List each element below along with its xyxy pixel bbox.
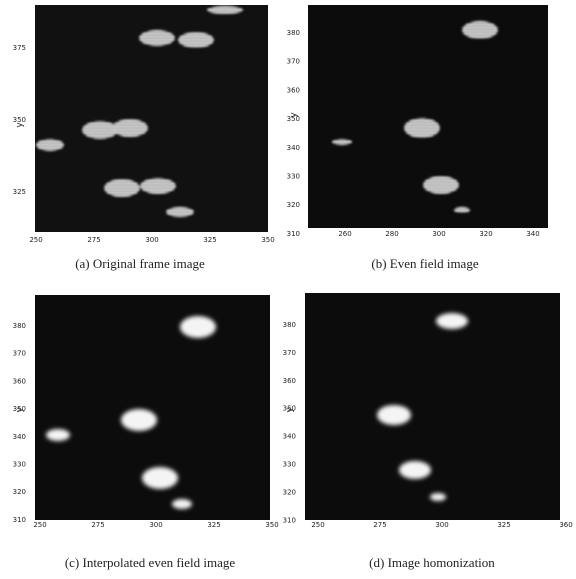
x-tick-label: 340 bbox=[526, 230, 539, 238]
image-d bbox=[305, 293, 560, 520]
y-tick-label: 375 bbox=[13, 44, 26, 52]
blobs-b bbox=[332, 21, 498, 213]
x-tick-label: 275 bbox=[373, 521, 386, 529]
y-tick-label: 380 bbox=[287, 29, 300, 37]
y-tick-label: 340 bbox=[287, 144, 300, 152]
y-tick-label: 360 bbox=[287, 86, 300, 94]
y-tick-label: 350 bbox=[13, 116, 26, 124]
y-tick-label: 360 bbox=[13, 377, 26, 385]
y-axis-label: y bbox=[15, 122, 25, 128]
x-tick-label: 360 bbox=[559, 521, 572, 529]
x-tick-label: 300 bbox=[432, 230, 445, 238]
x-tick-label: 300 bbox=[145, 236, 158, 244]
x-tick-label: 280 bbox=[385, 230, 398, 238]
y-tick-label: 310 bbox=[13, 516, 26, 524]
y-tick-label: 320 bbox=[283, 488, 296, 496]
caption: (a) Original frame image bbox=[75, 256, 205, 271]
y-tick-label: 330 bbox=[287, 173, 300, 181]
y-tick-label: 320 bbox=[287, 201, 300, 209]
caption: (d) Image homonization bbox=[369, 555, 495, 570]
x-tick-label: 320 bbox=[479, 230, 492, 238]
blobs-c bbox=[46, 316, 216, 509]
y-axis-label: y bbox=[289, 112, 299, 118]
y-tick-label: 370 bbox=[287, 58, 300, 66]
y-tick-label: 360 bbox=[283, 377, 296, 385]
y-axis-label: y bbox=[15, 407, 25, 413]
x-tick-label: 250 bbox=[33, 521, 46, 529]
y-tick-label: 330 bbox=[13, 461, 26, 469]
x-tick-label: 325 bbox=[207, 521, 220, 529]
x-tick-label: 250 bbox=[311, 521, 324, 529]
blobs-d bbox=[377, 313, 468, 501]
y-tick-label: 350 bbox=[283, 405, 296, 413]
x-tick-label: 275 bbox=[91, 521, 104, 529]
y-tick-label: 340 bbox=[13, 433, 26, 441]
y-tick-label: 320 bbox=[13, 488, 26, 496]
y-axis-label: y bbox=[285, 407, 295, 413]
y-tick-label: 350 bbox=[287, 115, 300, 123]
y-tick-label: 370 bbox=[283, 349, 296, 357]
x-tick-label: 300 bbox=[435, 521, 448, 529]
blobs-a bbox=[36, 6, 243, 217]
image-b bbox=[308, 5, 548, 228]
x-tick-label: 260 bbox=[338, 230, 351, 238]
y-tick-label: 330 bbox=[283, 461, 296, 469]
y-tick-label: 340 bbox=[283, 433, 296, 441]
x-tick-label: 325 bbox=[497, 521, 510, 529]
y-tick-label: 350 bbox=[13, 405, 26, 413]
caption: (b) Even field image bbox=[371, 256, 478, 271]
x-tick-label: 325 bbox=[203, 236, 216, 244]
x-tick-label: 275 bbox=[87, 236, 100, 244]
x-tick-label: 350 bbox=[261, 236, 274, 244]
y-tick-label: 370 bbox=[13, 350, 26, 358]
y-tick-label: 380 bbox=[13, 322, 26, 330]
y-tick-label: 325 bbox=[13, 188, 26, 196]
y-tick-label: 310 bbox=[287, 230, 300, 238]
x-tick-label: 300 bbox=[149, 521, 162, 529]
x-tick-label: 350 bbox=[265, 521, 278, 529]
x-tick-label: 250 bbox=[29, 236, 42, 244]
y-tick-label: 380 bbox=[283, 321, 296, 329]
y-tick-label: 310 bbox=[283, 516, 296, 524]
caption: (c) Interpolated even field image bbox=[65, 555, 236, 570]
